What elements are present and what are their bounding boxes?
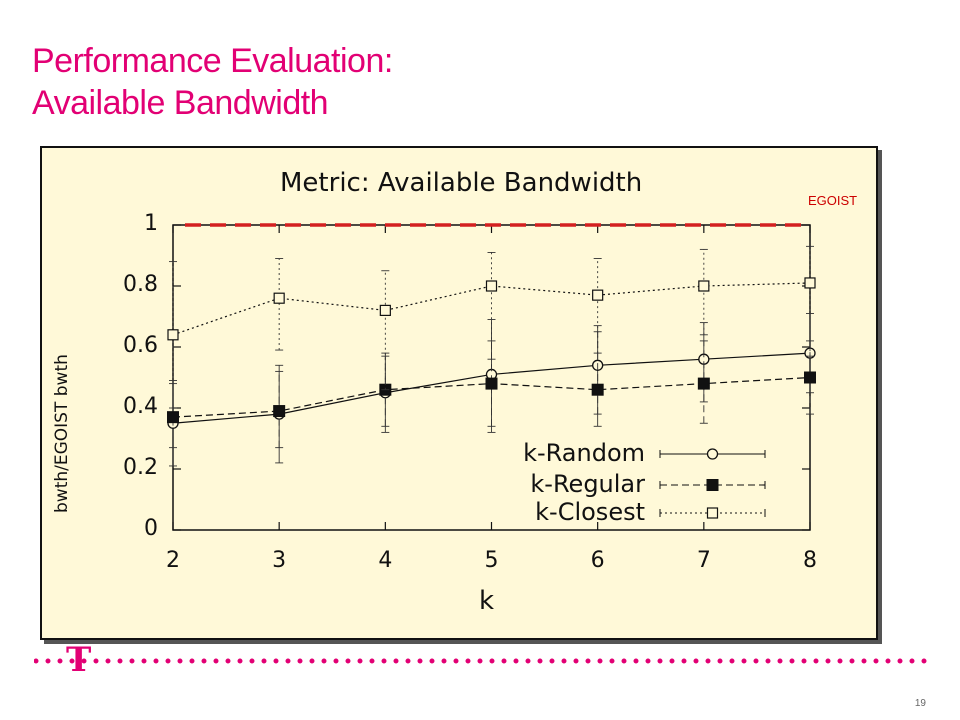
y-tick-label: 0.4 — [123, 394, 158, 419]
x-tick-label: 6 — [590, 548, 605, 573]
k-random-legend-label: k-Random — [523, 439, 645, 467]
k-closest-point — [592, 289, 604, 301]
k-closest-point — [273, 292, 285, 304]
slide-title-line1: Performance Evaluation: — [32, 42, 393, 80]
x-tick-label: 3 — [272, 548, 287, 573]
k-regular-point — [167, 411, 179, 424]
slide-title-line2: Available Bandwidth — [32, 84, 329, 122]
page-number: 19 — [914, 698, 926, 709]
y-tick-label: 0.2 — [123, 455, 158, 480]
k-closest-point — [379, 304, 391, 316]
x-tick-label: 7 — [696, 548, 711, 573]
k-regular-point — [273, 405, 286, 418]
k-random-legend-marker — [706, 448, 719, 460]
y-tick-label: 1 — [144, 211, 158, 236]
k-closest-point — [804, 277, 816, 289]
telekom-logo: T — [66, 640, 92, 680]
y-tick-label: 0 — [144, 516, 158, 541]
x-tick-label: 2 — [166, 548, 180, 573]
y-tick-label: 0.6 — [123, 333, 158, 358]
y-tick-label: 0.8 — [123, 272, 158, 297]
x-tick-label: 8 — [803, 548, 817, 573]
k-closest-legend-label: k-Closest — [535, 498, 645, 526]
k-regular-legend-marker — [706, 479, 719, 491]
x-axis-label: k — [479, 586, 495, 616]
k-regular-point — [485, 377, 498, 390]
x-tick-label: 5 — [484, 548, 499, 573]
k-regular-point — [591, 383, 604, 396]
x-tick-label: 4 — [378, 548, 393, 573]
k-regular-point — [804, 371, 816, 384]
k-closest-point — [485, 280, 498, 292]
k-closest-point — [698, 280, 710, 292]
y-axis-label: bwth/EGOIST bwth — [52, 354, 72, 513]
chart-frame — [40, 146, 878, 640]
k-regular-legend-label: k-Regular — [530, 470, 645, 498]
slide-title: Performance Evaluation: Available Bandwi… — [32, 40, 393, 124]
k-closest-legend-marker — [706, 507, 719, 519]
k-regular-point — [697, 377, 710, 390]
k-closest-point — [167, 329, 179, 341]
footer-dotted-line — [34, 658, 930, 664]
chart-title: Metric: Available Bandwidth — [280, 168, 643, 198]
egoist-reference-label: EGOIST — [808, 193, 858, 208]
